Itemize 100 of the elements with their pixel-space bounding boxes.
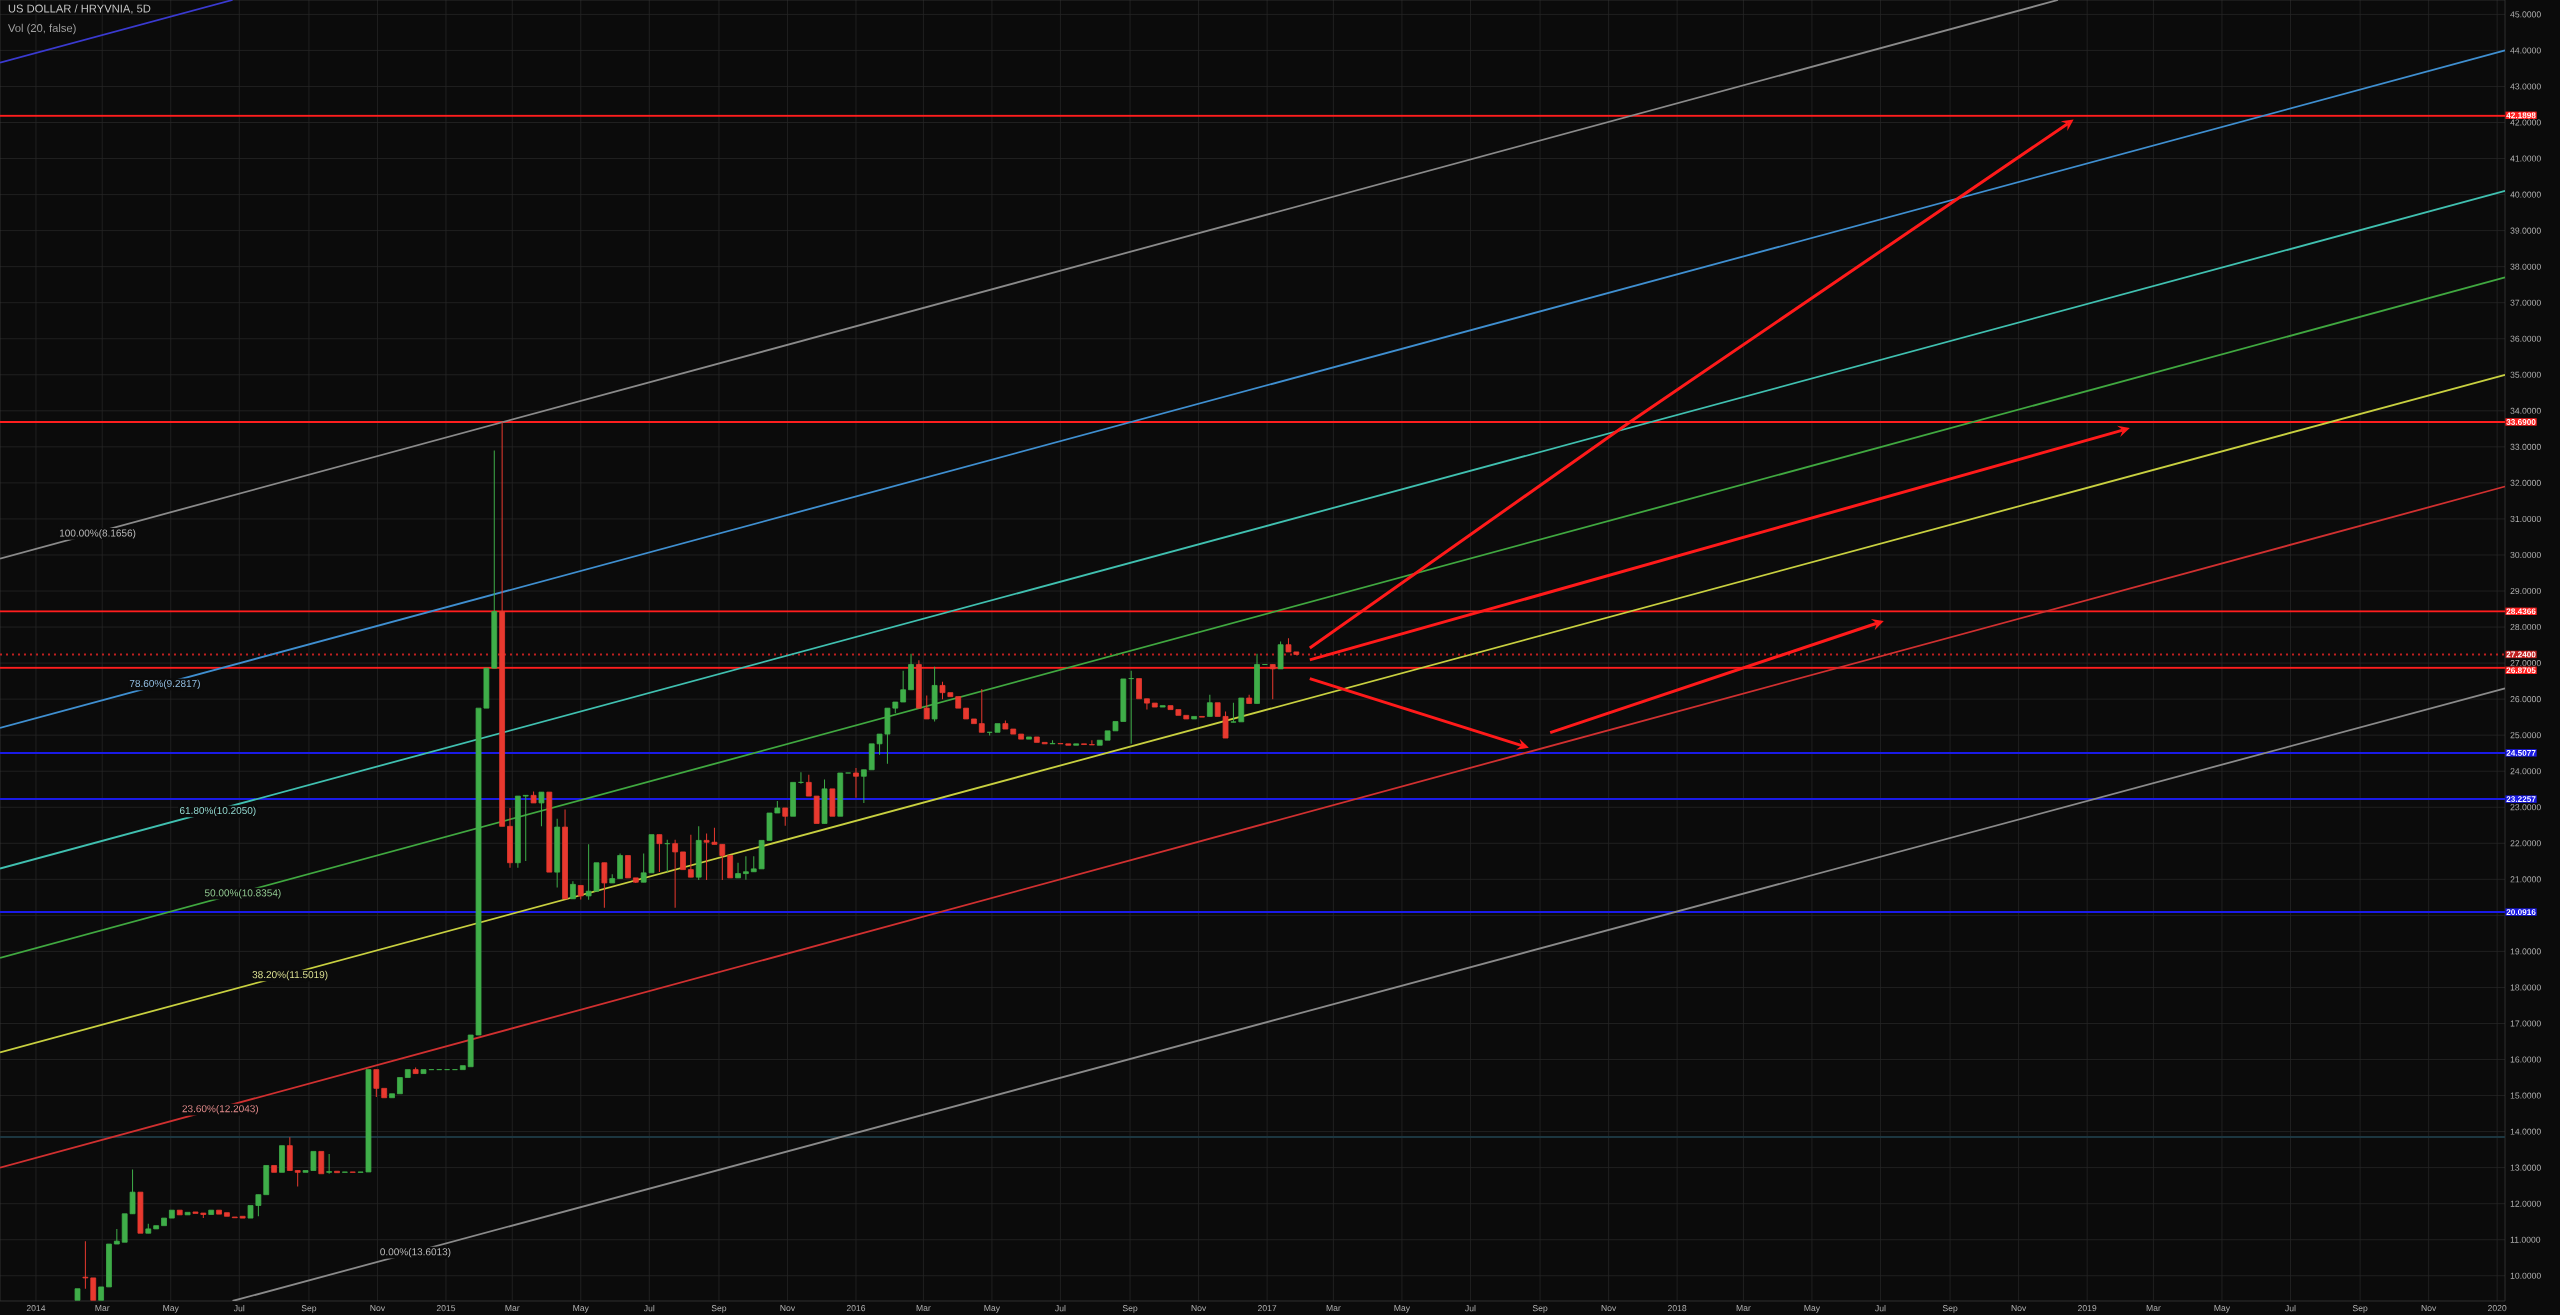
candlestick — [617, 852, 623, 880]
candlestick — [98, 1286, 104, 1301]
annotation: 50.00%(10.8354) — [204, 889, 281, 899]
x-tick-label: Mar — [1326, 1305, 1341, 1312]
candlestick — [137, 1191, 144, 1234]
y-tick-label: 40.0000 — [2510, 191, 2541, 198]
x-tick-label: Nov — [370, 1305, 386, 1312]
y-tick-label: 32.0000 — [2510, 479, 2541, 486]
candlestick — [176, 1209, 183, 1216]
x-tick-label: May — [984, 1305, 1000, 1313]
candlestick — [90, 1277, 97, 1301]
candlestick — [727, 855, 734, 879]
text: Vol (20, false) — [8, 23, 76, 35]
x-tick-label: Sep — [1532, 1305, 1548, 1313]
candlestick — [1144, 698, 1150, 711]
candlestick — [1159, 705, 1166, 708]
y-tick-label: 36.0000 — [2510, 335, 2541, 342]
y-tick-label: 38.0000 — [2510, 263, 2541, 270]
ref-line-label: 20.0916 — [2506, 909, 2536, 915]
y-tick-label: 33.0000 — [2510, 443, 2541, 450]
x-tick-label: May — [163, 1305, 179, 1313]
candlestick — [239, 1215, 246, 1219]
candlestick — [805, 774, 812, 797]
x-tick-label: 2020 — [2488, 1305, 2507, 1312]
ref-line-label: 27.2400 — [2506, 651, 2536, 658]
candlestick — [459, 1065, 466, 1071]
x-tick-label: May — [1804, 1305, 1821, 1313]
candlestick — [161, 1217, 167, 1227]
x-tick-label: May — [573, 1305, 589, 1313]
y-tick-label: 28.0000 — [2510, 624, 2541, 631]
candlestick — [82, 1240, 89, 1290]
annotation: 23.60%(12.2043) — [182, 1104, 259, 1115]
ref-line-label: 23.2257 — [2506, 796, 2536, 803]
x-tick-label: Sep — [2352, 1305, 2368, 1313]
x-tick-label: Nov — [1191, 1305, 1207, 1312]
x-tick-label: Mar — [1736, 1305, 1751, 1312]
y-tick-label: 41.0000 — [2510, 155, 2541, 162]
y-tick-label: 25.0000 — [2510, 732, 2541, 739]
candlestick — [656, 834, 663, 873]
candlestick — [263, 1165, 270, 1196]
candlestick — [1191, 716, 1197, 720]
x-tick-label: Jul — [1465, 1305, 1476, 1312]
candlestick — [397, 1077, 403, 1095]
candlestick — [1018, 733, 1024, 740]
candlestick — [1073, 743, 1080, 746]
candlestick — [687, 834, 694, 878]
y-tick-label: 42.0000 — [2510, 119, 2541, 126]
y-tick-label: 11.0000 — [2510, 1236, 2541, 1243]
candlestick — [1026, 736, 1032, 740]
x-tick-label: Mar — [916, 1305, 931, 1312]
ref-line-label: 26.8705 — [2506, 667, 2536, 674]
candlestick — [389, 1093, 395, 1099]
x-tick-label: Sep — [1122, 1305, 1138, 1313]
candlestick — [1151, 702, 1158, 708]
candlestick — [326, 1153, 333, 1175]
candlestick — [743, 855, 749, 881]
candlestick — [735, 862, 741, 879]
candlestick — [381, 1087, 388, 1099]
x-tick-label: Mar — [2146, 1305, 2161, 1312]
chart-title: US DOLLAR / HRYVNIA, 5D — [8, 4, 151, 14]
x-tick-label: 2016 — [846, 1305, 866, 1312]
candlestick — [860, 769, 867, 804]
annotation: 78.60%(9.2817) — [129, 679, 200, 690]
x-tick-label: 2014 — [26, 1305, 46, 1312]
x-tick-label: 2015 — [436, 1305, 456, 1312]
candlestick — [538, 791, 545, 827]
y-tick-label: 18.0000 — [2510, 984, 2541, 991]
x-tick-label: Nov — [2421, 1305, 2437, 1312]
y-tick-label: 34.0000 — [2510, 407, 2541, 414]
candlestick — [318, 1151, 325, 1175]
candlestick — [680, 851, 686, 870]
candlestick — [1136, 678, 1142, 700]
candlestick — [420, 1069, 427, 1074]
x-tick-label: Nov — [780, 1305, 796, 1312]
x-tick-label: Sep — [711, 1305, 727, 1313]
x-tick-label: 2019 — [2078, 1305, 2097, 1312]
y-tick-label: 29.0000 — [2510, 587, 2541, 595]
candlestick — [1206, 694, 1213, 717]
candlestick — [601, 862, 608, 909]
y-tick-label: 19.0000 — [2510, 948, 2541, 955]
candlestick — [1183, 714, 1190, 720]
x-tick-label: 2017 — [1257, 1305, 1277, 1312]
x-tick-label: Sep — [1942, 1305, 1958, 1313]
candlestick — [522, 794, 529, 862]
candlestick — [837, 772, 844, 817]
y-tick-label: 13.0000 — [2510, 1164, 2541, 1171]
annotation: 38.20%(11.5019) — [252, 970, 328, 981]
candlestick — [546, 791, 553, 873]
x-tick-label: Sep — [301, 1305, 317, 1313]
candlestick — [829, 788, 836, 817]
x-tick-label: Jul — [643, 1305, 655, 1312]
y-tick-label: 21.0000 — [2510, 876, 2541, 883]
candlestick — [373, 1069, 380, 1098]
x-tick-label: Jul — [233, 1305, 245, 1312]
candlestick — [853, 767, 859, 799]
y-tick-label: 22.0000 — [2510, 840, 2541, 847]
y-tick-label: 16.0000 — [2510, 1056, 2541, 1063]
y-tick-label: 30.0000 — [2510, 551, 2541, 559]
candlestick — [1269, 664, 1276, 700]
candlestick — [963, 707, 969, 720]
